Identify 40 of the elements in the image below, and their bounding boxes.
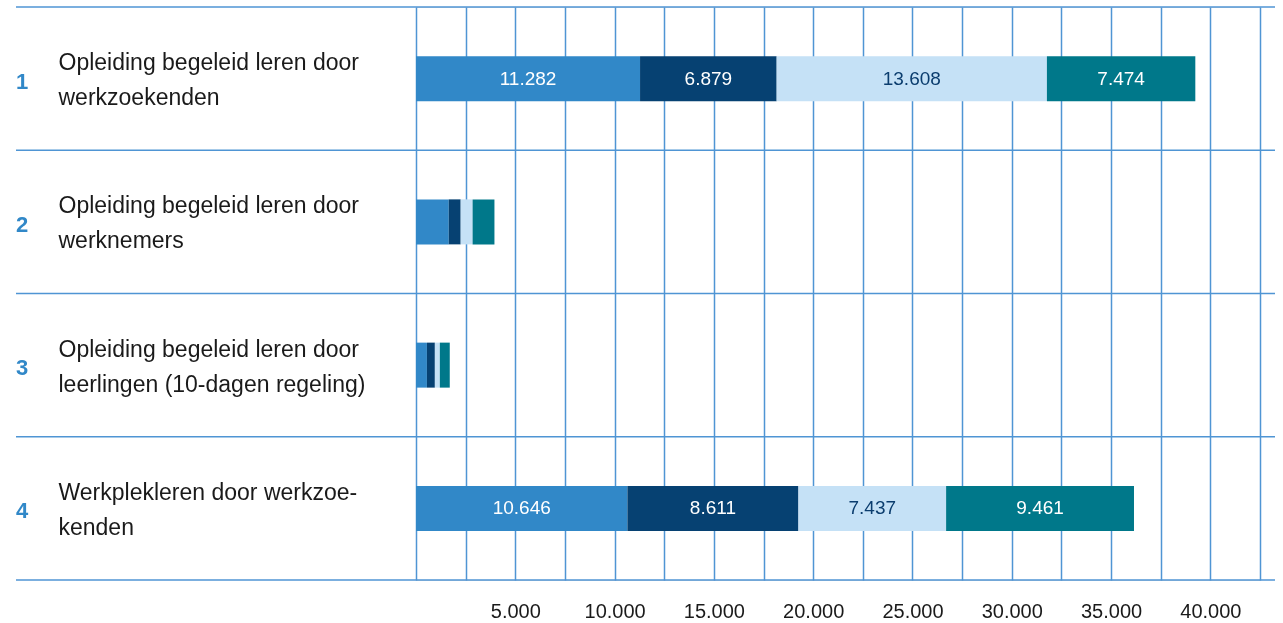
data-label: 11.282: [499, 67, 557, 89]
y2-tick-label: 1: [15, 68, 29, 94]
x-tick-label: 10.000: [584, 599, 646, 622]
bar: [416, 199, 449, 245]
bar: [434, 342, 440, 388]
x-tick-label: 35.000: [1080, 599, 1143, 622]
bar: [776, 56, 1047, 102]
y-tick-label: Opleiding begeleid leren door leerlingen (10-dagen regeling): [58, 335, 366, 397]
bar: [472, 199, 495, 245]
data-label: 9.461: [1016, 497, 1064, 519]
x-tick-label: 5.000: [490, 599, 541, 622]
x-tick-label: 40.000: [1180, 599, 1242, 622]
bar: [640, 56, 777, 102]
y-tick-label: Opleiding begeleid leren door werknemers: [57, 192, 360, 254]
data-label: 7.437: [848, 497, 897, 519]
data-label: 7.474: [1097, 67, 1146, 89]
bar: [416, 56, 641, 102]
data-label: 6.879: [684, 67, 733, 89]
y2-tick-label: 3: [15, 355, 29, 381]
bar: [1046, 56, 1196, 102]
bar: [439, 342, 450, 388]
bar: [627, 485, 799, 531]
data-label: 8.611: [689, 497, 736, 519]
y2-tick-label: 4: [15, 498, 29, 524]
bar: [798, 485, 947, 531]
data-label: 10.646: [492, 497, 551, 519]
bar: [416, 485, 628, 531]
bar: [946, 485, 1134, 531]
x-tick-label: 15.000: [683, 599, 745, 622]
x-tick-label: 30.000: [981, 599, 1043, 622]
x-tick-label: 20.000: [783, 599, 845, 622]
y-tick-label: Opleiding begeleid leren door werkzoekenden: [57, 49, 360, 111]
bar: [416, 342, 427, 388]
bar: [460, 199, 473, 245]
y-tick-label: Werkplekleren door werkzoe- kenden: [58, 478, 358, 540]
bar: [448, 199, 461, 245]
y2-tick-label: 2: [15, 211, 29, 237]
bar: [426, 342, 435, 388]
x-tick-label: 25.000: [882, 599, 944, 622]
data-label: 13.608: [882, 67, 941, 89]
